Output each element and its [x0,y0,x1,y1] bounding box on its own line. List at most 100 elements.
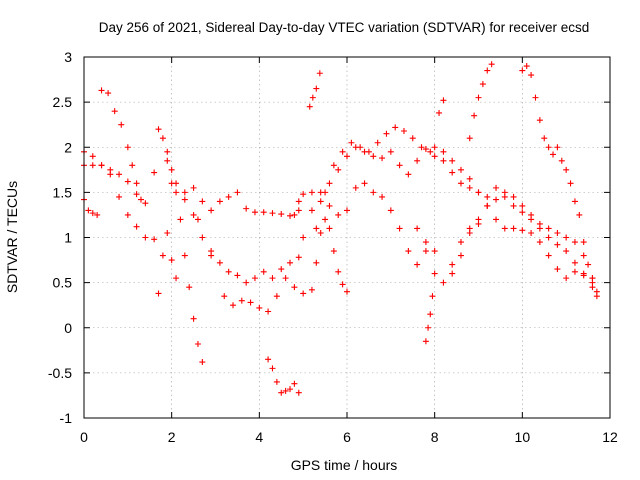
y-tick-labels: -1 -0.5 0 0.5 1 1.5 2 2.5 3 [48,49,72,426]
data-point [194,340,201,347]
data-point [124,144,131,151]
series-track-l [306,70,323,110]
data-point [190,211,197,218]
data-point [251,275,258,282]
data-point [194,216,201,223]
data-point [501,193,508,200]
data-point [116,171,123,178]
data-point [273,293,280,300]
data-point [365,148,372,155]
data-point [335,268,342,275]
data-point [374,139,381,146]
data-point [313,225,320,232]
data-point [155,126,162,133]
data-point [571,239,578,246]
data-point [89,210,96,217]
data-point [98,162,105,169]
data-point [357,144,364,151]
data-point [431,144,438,151]
series-track-u [440,148,600,300]
data-point [429,293,436,300]
data-point [177,216,184,223]
data-point [396,225,403,232]
data-point [313,85,320,92]
data-point [541,135,548,142]
data-point [159,135,166,142]
data-point [164,157,171,164]
data-point [536,225,543,232]
data-point [137,196,144,203]
data-point [501,225,508,232]
x-tick-labels: 0 2 4 6 8 10 12 [80,429,618,445]
data-point [484,193,491,200]
data-point [234,189,241,196]
data-point [330,162,337,169]
data-point [554,241,561,248]
data-point [580,239,587,246]
data-point [317,198,324,205]
data-point [379,155,386,162]
data-point [466,175,473,182]
data-point [133,180,140,187]
data-point [457,180,464,187]
data-point [94,211,101,218]
x-tick-label: 12 [602,429,618,445]
data-point [409,135,416,142]
y-tick-label: 2.5 [53,94,73,110]
data-point [554,144,561,151]
x-axis-label: GPS time / hours [291,457,398,473]
data-point [251,209,258,216]
data-point [335,211,342,218]
data-point [536,239,543,246]
data-point [545,252,552,259]
data-point [532,94,539,101]
data-point [308,207,315,214]
data-point [173,275,180,282]
data-point [563,275,570,282]
data-point [269,365,276,372]
data-point [493,196,500,203]
series-track-s [436,97,447,116]
data-point [457,252,464,259]
data-point [344,207,350,214]
data-point [405,171,412,178]
data-point [300,234,307,241]
data-point [273,378,280,385]
data-point [519,67,526,74]
data-point [190,184,197,191]
data-point [383,130,390,137]
series-track-i [190,184,302,219]
data-point [449,261,456,268]
data-point [528,216,535,223]
y-tick-label: 1 [64,230,72,246]
data-point [479,81,486,88]
data-point [107,171,114,178]
data-point [545,234,552,241]
data-point [484,67,491,74]
data-point [173,189,180,196]
data-point [510,225,517,232]
data-point [344,153,350,160]
data-point [300,290,307,297]
series-track-j [265,356,302,396]
data-point [554,229,561,236]
data-point [133,223,140,230]
data-point [105,90,112,97]
series-track-o [313,124,438,232]
data-point [344,288,350,295]
x-tick-label: 4 [255,429,263,445]
y-tick-label: 2 [64,139,72,155]
data-point [418,144,425,151]
data-point [427,148,434,155]
series-track-d [98,87,144,203]
data-point [216,259,223,266]
data-point [440,148,447,155]
data-point [519,227,526,234]
data-point [392,124,399,131]
data-point [164,148,171,155]
data-point [309,94,316,101]
data-point [422,239,429,246]
data-point [291,380,298,387]
data-point [563,248,570,255]
data-point [414,225,421,232]
